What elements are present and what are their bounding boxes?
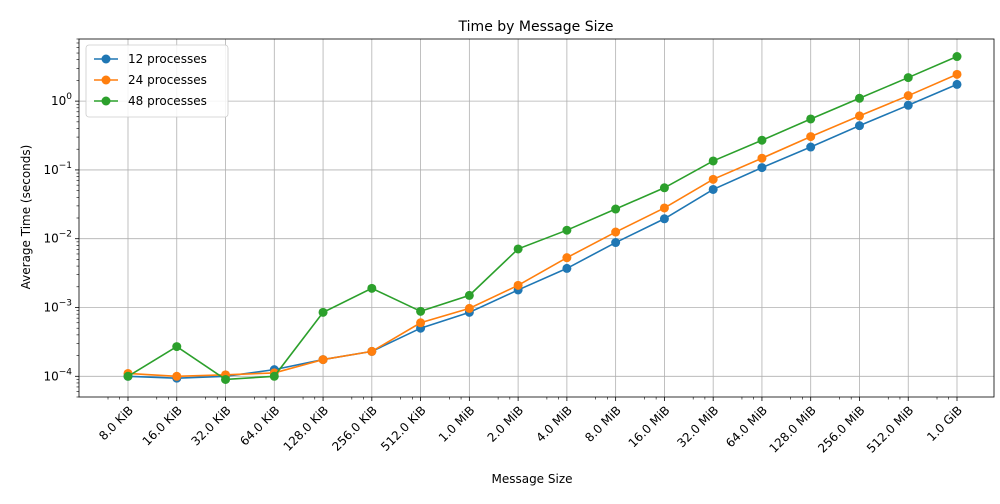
- x-tick-label: 128.0 MiB: [766, 403, 818, 455]
- x-tick-label: 32.0 KiB: [188, 403, 233, 448]
- data-point: [854, 121, 864, 131]
- data-point: [952, 52, 962, 62]
- series-group: [123, 52, 962, 384]
- data-point: [562, 253, 572, 263]
- y-tick-base: 10: [43, 163, 58, 177]
- legend-label: 48 processes: [128, 94, 207, 108]
- data-point: [757, 153, 767, 163]
- y-tick-label: 10−4: [43, 367, 72, 383]
- series-line: [127, 55, 958, 381]
- data-point: [806, 132, 816, 142]
- data-point: [806, 114, 816, 124]
- data-point: [903, 91, 913, 101]
- data-point: [806, 142, 816, 152]
- grid: [79, 39, 994, 397]
- data-point: [123, 371, 133, 381]
- data-point: [903, 100, 913, 110]
- data-point: [854, 111, 864, 121]
- y-tick-base: 10: [43, 301, 58, 315]
- data-point: [513, 244, 523, 254]
- x-tick-label: 256.0 KiB: [329, 403, 380, 454]
- x-tick-label: 32.0 MiB: [674, 403, 721, 450]
- y-tick-base: 10: [43, 232, 58, 246]
- data-point: [318, 307, 328, 317]
- data-point: [708, 174, 718, 184]
- data-point: [854, 93, 864, 103]
- x-tick-label: 1.0 MiB: [436, 403, 478, 445]
- data-point: [611, 204, 621, 214]
- data-point: [221, 374, 231, 384]
- x-tick-label: 128.0 KiB: [281, 403, 332, 454]
- x-tick-label: 512.0 MiB: [864, 403, 916, 455]
- y-axis-label: Average Time (seconds): [19, 145, 33, 290]
- legend: 12 processes 24 processes 48 processes: [85, 44, 229, 118]
- legend-item: 12 processes: [94, 52, 207, 66]
- data-point: [611, 238, 621, 248]
- data-point: [659, 183, 669, 193]
- legend-item: 48 processes: [94, 94, 207, 108]
- data-point: [708, 184, 718, 194]
- x-tick-label: 16.0 MiB: [626, 403, 673, 450]
- data-point: [757, 163, 767, 173]
- y-tick-exponent: −4: [59, 367, 73, 377]
- legend-swatch-marker: [101, 54, 111, 64]
- data-point: [416, 318, 426, 328]
- x-tick-label: 1.0 GiB: [924, 403, 965, 444]
- data-point: [757, 135, 767, 145]
- series-3: [123, 52, 962, 384]
- y-tick-label: 10−1: [43, 161, 72, 177]
- y-tick-exponent: −1: [59, 161, 72, 171]
- data-point: [708, 156, 718, 166]
- data-point: [659, 214, 669, 224]
- legend-swatch-marker: [101, 75, 111, 85]
- data-point: [952, 79, 962, 89]
- data-point: [562, 263, 572, 273]
- data-point: [611, 227, 621, 237]
- x-tick-label: 16.0 KiB: [140, 403, 185, 448]
- legend-label: 24 processes: [128, 73, 207, 87]
- data-point: [367, 283, 377, 293]
- chart-title: Time by Message Size: [458, 19, 614, 35]
- data-point: [464, 290, 474, 300]
- data-point: [464, 303, 474, 313]
- x-tick-label: 256.0 MiB: [815, 403, 867, 455]
- data-point: [659, 203, 669, 213]
- x-tick-label: 512.0 KiB: [378, 403, 429, 454]
- x-tick-label: 8.0 MiB: [582, 403, 624, 445]
- legend-box: [85, 44, 229, 118]
- y-tick-exponent: −2: [59, 230, 72, 240]
- data-point: [952, 69, 962, 79]
- data-point: [172, 342, 182, 352]
- data-point: [903, 73, 913, 83]
- y-tick-exponent: −3: [59, 299, 72, 309]
- x-tick-label: 2.0 MiB: [485, 403, 527, 445]
- data-point: [367, 346, 377, 356]
- x-tick-label: 8.0 KiB: [96, 403, 136, 443]
- x-tick-label: 64.0 KiB: [237, 403, 282, 448]
- y-tick-label: 10−3: [43, 299, 72, 315]
- data-point: [513, 280, 523, 290]
- y-tick-base: 10: [43, 369, 58, 383]
- series-2: [123, 69, 962, 381]
- series-line: [127, 73, 958, 378]
- data-point: [416, 306, 426, 316]
- data-point: [562, 225, 572, 235]
- series-line: [127, 83, 958, 379]
- x-tick-label: 4.0 MiB: [533, 403, 575, 445]
- legend-item: 24 processes: [94, 73, 207, 87]
- y-tick-base: 10: [51, 94, 66, 108]
- data-point: [172, 371, 182, 381]
- y-tick-label: 100: [51, 92, 72, 108]
- y-tick-label: 10−2: [43, 230, 72, 246]
- legend-swatch-marker: [101, 96, 111, 106]
- data-point: [318, 355, 328, 365]
- x-tick-label: 64.0 MiB: [723, 403, 770, 450]
- x-axis-label: Message Size: [491, 472, 572, 486]
- y-tick-exponent: 0: [66, 92, 72, 102]
- data-point: [269, 371, 279, 381]
- legend-label: 12 processes: [128, 52, 207, 66]
